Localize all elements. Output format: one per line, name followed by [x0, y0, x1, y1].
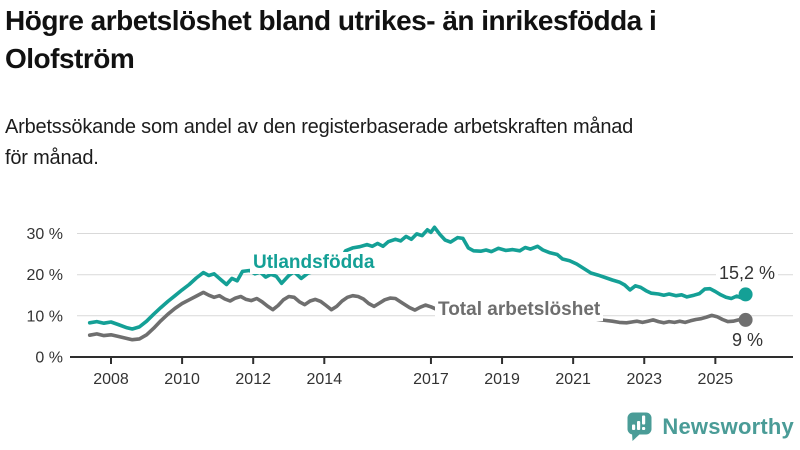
- x-tick-label: 2021: [555, 371, 591, 388]
- x-tick-label: 2023: [626, 371, 662, 388]
- end-value-label-total-arbetsloshet: 9 %: [729, 330, 767, 350]
- end-dot-utlandsfodda: [738, 287, 753, 302]
- page-subtitle: Arbetssökande som andel av den registerb…: [5, 116, 634, 169]
- newsworthy-logo-icon: [627, 412, 652, 441]
- newsworthy-logo-text: Newsworthy: [662, 414, 794, 439]
- end-dot-total-arbetsloshet: [738, 312, 753, 327]
- x-tick-label: 2008: [93, 371, 129, 388]
- y-tick-label: 30 %: [27, 226, 63, 243]
- series-label-total-arbetsloshet: Total arbetslöshet: [435, 299, 604, 321]
- line-utlandsfodda: [87, 225, 748, 331]
- series-label-utlandsfodda: Utlandsfödda: [250, 252, 378, 274]
- x-tick-label: 2012: [235, 371, 271, 388]
- newsworthy-logo: Newsworthy: [627, 412, 794, 442]
- x-tick-label: 2014: [307, 371, 343, 388]
- y-tick-label: 20 %: [27, 267, 63, 284]
- y-tick-label: 0 %: [35, 350, 63, 367]
- x-tick-label: 2019: [484, 371, 520, 388]
- line-total-arbetsloshet: [87, 290, 748, 342]
- end-value-label-utlandsfodda: 15,2 %: [716, 263, 779, 283]
- y-tick-label: 10 %: [27, 308, 63, 325]
- x-tick-label: 2010: [164, 371, 200, 388]
- page-title: Högre arbetslöshet bland utrikes- än inr…: [5, 5, 657, 74]
- x-tick-label: 2017: [413, 371, 449, 388]
- x-tick-label: 2025: [698, 371, 734, 388]
